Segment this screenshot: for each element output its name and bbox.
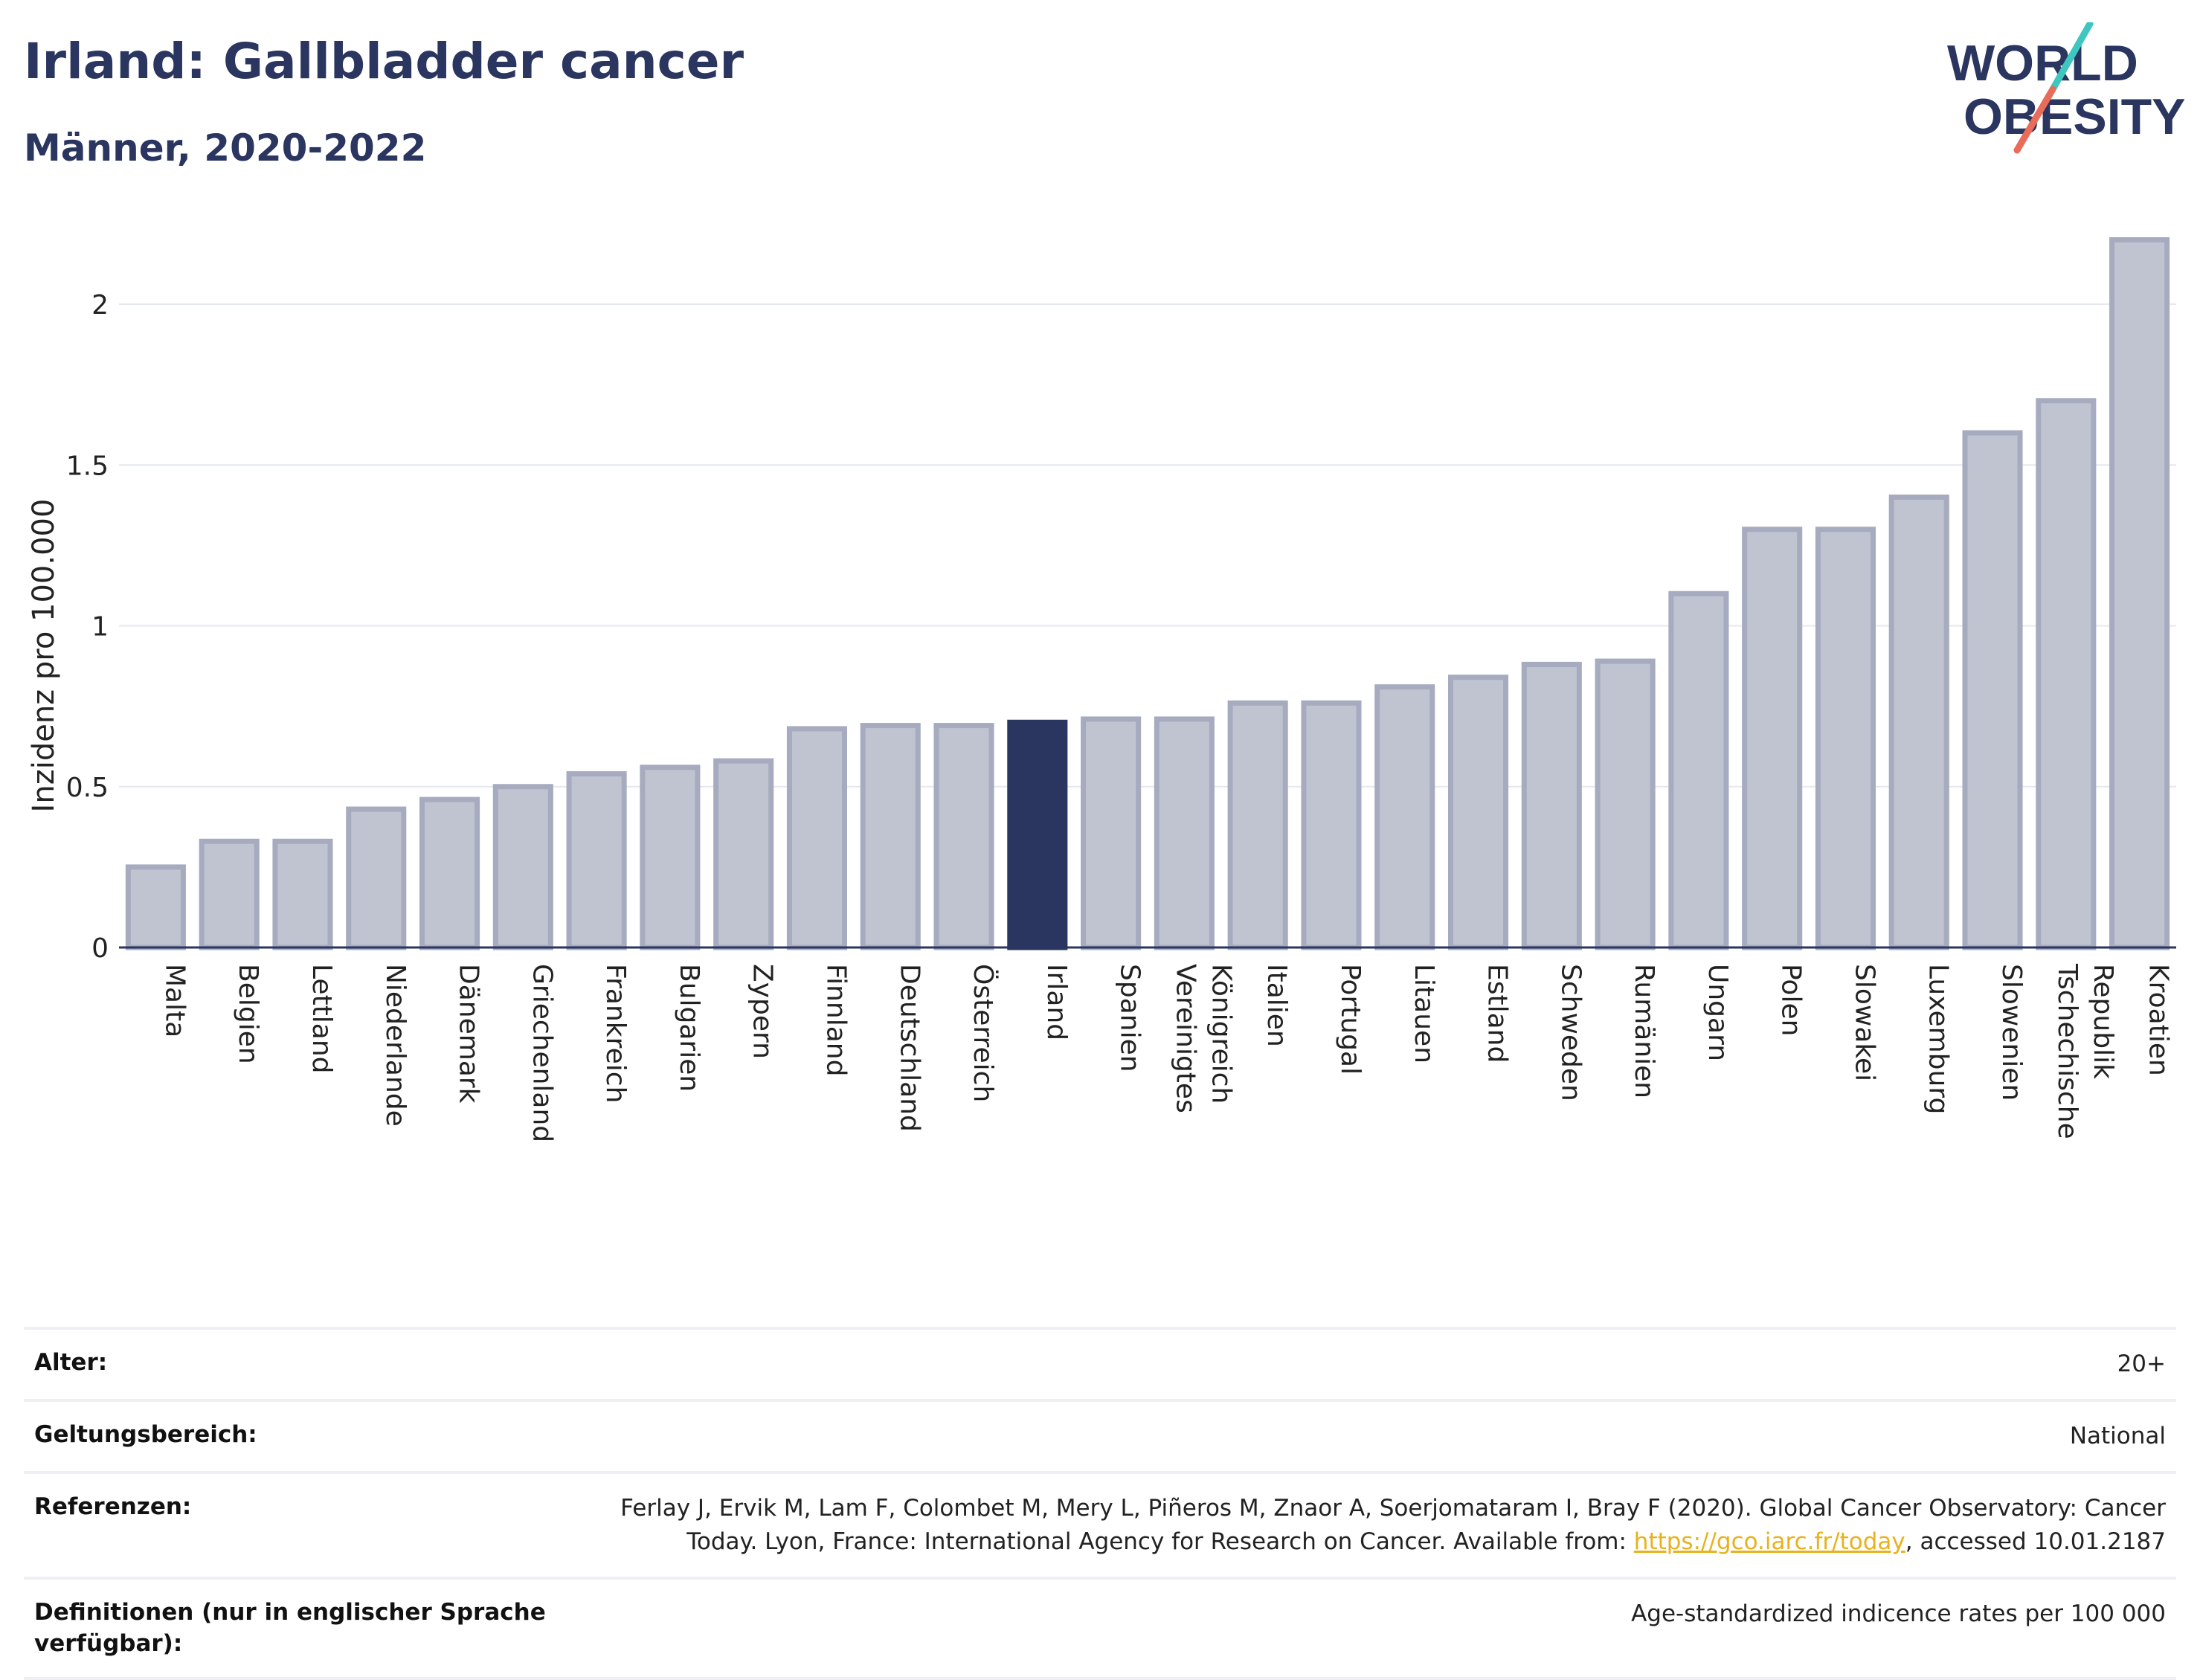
scope-label: Geltungsbereich:: [34, 1420, 257, 1448]
bar-vereinigtes-königreich: [1154, 716, 1215, 950]
x-tick-label: Niederlande: [380, 964, 411, 1127]
x-tick-label: Slowakei: [1849, 964, 1879, 1081]
bar-niederlande: [346, 806, 407, 950]
chart-subtitle: Männer, 2020-2022: [24, 126, 427, 170]
logo-slash-red: [2013, 86, 2056, 154]
bar-lettland: [272, 838, 333, 950]
x-tick-label: Kroatien: [2143, 964, 2174, 1076]
x-tick-label: Bulgarien: [674, 964, 704, 1092]
bar-irland: [1007, 719, 1068, 950]
x-tick-label: Finnland: [820, 964, 851, 1076]
y-tick-label: 0: [91, 933, 109, 964]
bar-ungarn: [1668, 590, 1729, 950]
x-tick-label: Schweden: [1555, 964, 1586, 1101]
age-value: 20+: [2117, 1351, 2166, 1377]
bar-luxemburg: [1888, 495, 1949, 950]
x-axis-labels: Malta Belgien Lettland Niederlande Dänemark G…: [159, 963, 2173, 1142]
bar-kroatien: [2109, 237, 2170, 950]
x-tick-label: Polen: [1776, 964, 1807, 1036]
meta-row-scope: Geltungsbereich: National: [24, 1398, 2176, 1471]
age-label: Alter:: [34, 1349, 108, 1376]
y-tick-label: 0.5: [66, 773, 109, 803]
logo-line-2: OBESITY: [1963, 88, 2186, 145]
bar-belgien: [199, 838, 260, 950]
logo-line-1: WORLD: [1947, 35, 2138, 91]
bar-tschechische-republik: [2036, 398, 2097, 950]
x-tick-label: Ungarn: [1702, 964, 1733, 1061]
bar-bulgarien: [640, 765, 701, 950]
x-tick-label: Estland: [1482, 964, 1513, 1063]
x-tick-label: Lettland: [306, 964, 337, 1074]
bar-estland: [1447, 675, 1509, 950]
references-text: Ferlay J, Ervik M, Lam F, Colombet M, Me…: [620, 1494, 2166, 1555]
bars: [125, 237, 2170, 950]
references-label: Referenzen:: [34, 1493, 192, 1520]
bar-dänemark: [419, 796, 480, 950]
x-tick-label: Belgien: [233, 964, 263, 1064]
world-obesity-logo: WORLD OBESITY: [1947, 22, 2186, 154]
y-tick-label: 2: [91, 290, 109, 321]
bar-finnland: [786, 726, 848, 950]
bar-slowakei: [1815, 527, 1876, 950]
x-tick-label: Österreich: [968, 964, 999, 1102]
bar-litauen: [1374, 684, 1435, 950]
bar-portugal: [1301, 700, 1362, 950]
chart-title: Irland: Gallbladder cancer: [24, 33, 744, 90]
bar-rumänien: [1595, 658, 1656, 950]
x-tick-label: Königreich: [1206, 964, 1236, 1104]
x-tick-label: Vereinigtes: [1170, 964, 1200, 1113]
x-tick-label: Frankreich: [600, 964, 631, 1103]
meta-row-age: Alter: 20+: [24, 1327, 2176, 1399]
bar-polen: [1742, 527, 1803, 950]
references-link[interactable]: https://gco.iarc.fr/today: [1633, 1528, 1905, 1555]
definitions-label: Definitionen (nur in englischer Sprache …: [34, 1598, 546, 1657]
bar-italien: [1227, 700, 1288, 950]
metadata-table: Alter: 20+ Geltungsbereich: National Ref…: [24, 1327, 2176, 1680]
x-tick-label: Tschechische: [2052, 963, 2082, 1139]
x-tick-label: Luxemburg: [1923, 964, 1953, 1114]
x-tick-label: Slowenien: [1996, 964, 2027, 1101]
meta-row-references: Referenzen: Ferlay J, Ervik M, Lam F, Co…: [24, 1470, 2176, 1577]
y-tick-label: 1.5: [66, 451, 109, 481]
references-value: Ferlay J, Ervik M, Lam F, Colombet M, Me…: [604, 1492, 2166, 1559]
bar-malta: [125, 864, 186, 950]
x-tick-label: Zypern: [747, 964, 778, 1059]
logo-slash-teal: [2049, 22, 2094, 93]
x-tick-label: Republik: [2088, 964, 2118, 1079]
x-tick-label: Portugal: [1335, 964, 1366, 1075]
definitions-value: Age-standardized indicence rates per 100…: [1631, 1600, 2166, 1627]
bar-frankreich: [566, 770, 627, 950]
y-axis-ticks: 0 0.5 1 1.5 2: [66, 290, 109, 964]
x-tick-label: Spanien: [1115, 964, 1145, 1072]
bar-deutschland: [860, 723, 921, 950]
x-tick-label: Rumänien: [1629, 964, 1659, 1098]
bar-spanien: [1081, 716, 1142, 950]
x-tick-label: Griechenland: [527, 964, 557, 1142]
scope-value: National: [2069, 1422, 2166, 1449]
references-accessed: , accessed 10.01.2187: [1905, 1528, 2166, 1555]
x-tick-label: Italien: [1261, 964, 1292, 1047]
bar-slowenien: [1962, 430, 2023, 950]
bar-zypern: [713, 758, 774, 950]
x-tick-label: Irland: [1041, 964, 1072, 1040]
bar-schweden: [1521, 661, 1582, 950]
bar-griechenland: [492, 784, 553, 950]
x-tick-label: Malta: [159, 964, 190, 1037]
bar-chart: 0 0.5 1 1.5 2 Malta Belgien Lettland Niederland…: [27, 237, 2176, 1142]
meta-row-definitions: Definitionen (nur in englischer Sprache …: [24, 1576, 2176, 1680]
bar-österreich: [933, 723, 994, 950]
x-tick-label: Deutschland: [894, 964, 924, 1132]
x-tick-label: Dänemark: [454, 964, 484, 1104]
y-tick-label: 1: [91, 612, 109, 643]
y-axis-label: Inzidenz pro 100.000: [27, 499, 61, 813]
x-tick-label: Litauen: [1409, 964, 1439, 1063]
